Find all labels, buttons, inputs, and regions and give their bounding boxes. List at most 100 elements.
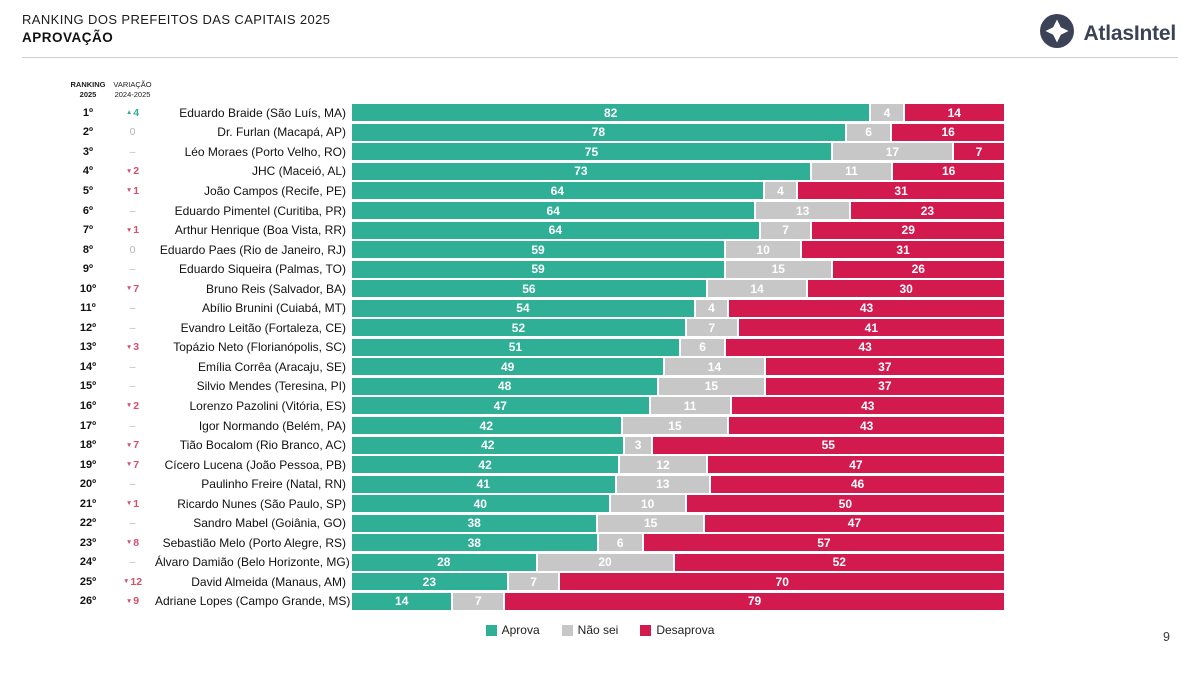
chart-row: 25º ▼12 David Almeida (Manaus, AM) 23 7 70 (66, 572, 1004, 592)
bar-value: 10 (640, 496, 655, 511)
bar-segment-desaprova: 43 (726, 299, 1004, 317)
bar-value: 6 (616, 535, 624, 550)
bar-value: 29 (901, 223, 915, 238)
rank-label: 17º (79, 419, 97, 432)
chart-row: 2º 0 Dr. Furlan (Macapá, AP) 78 6 16 (66, 123, 1004, 143)
bar-value: 42 (481, 438, 495, 453)
variation-indicator: ▼7 (125, 282, 140, 295)
mayor-name: Eduardo Pimentel (Curitiba, PR) (174, 203, 346, 218)
stacked-bar: 56 14 30 (352, 280, 1004, 298)
variation-indicator: – (129, 419, 136, 432)
bar-segment-nao_sei: 12 (618, 456, 706, 474)
legend-label: Não sei (577, 623, 619, 637)
chart-row: 23º ▼8 Sebastião Melo (Porto Alegre, RS) 38… (66, 533, 1004, 553)
mayor-name: Eduardo Siqueira (Palmas, TO) (179, 262, 346, 277)
mayor-name: Álvaro Damião (Belo Horizonte, MG) (155, 555, 350, 570)
bar-value: 13 (795, 203, 810, 218)
variation-indicator: ▼7 (125, 458, 140, 471)
stacked-bar: 64 7 29 (352, 221, 1004, 239)
chart-row: 22º – Sandro Mabel (Goiânia, GO) 38 15 47 (66, 513, 1004, 533)
mayor-name: Eduardo Braide (São Luís, MA) (179, 105, 346, 120)
chart-row: 7º ▼1 Arthur Henrique (Boa Vista, RR) 64 7 29 (66, 220, 1004, 240)
variation-indicator: ▼12 (122, 575, 143, 588)
bar-value: 59 (531, 242, 545, 257)
column-header-variation: VARIAÇÃO 2024-2025 (113, 80, 152, 99)
chart-row: 15º – Silvio Mendes (Teresina, PI) 48 15 37 (66, 377, 1004, 397)
bar-segment-nao_sei: 13 (614, 475, 709, 493)
rank-label: 26º (79, 595, 97, 608)
mayor-name: Paulinho Freire (Natal, RN) (201, 477, 346, 492)
rank-label: 20º (79, 478, 97, 491)
bar-value: 73 (574, 164, 588, 179)
variation-indicator: – (129, 556, 136, 569)
chart-legend: Aprova Não sei Desaprova (0, 623, 1200, 637)
bar-value: 49 (500, 359, 515, 374)
bar-segment-aprova: 28 (352, 553, 536, 571)
bar-segment-nao_sei: 7 (506, 573, 559, 591)
bar-value: 55 (821, 438, 835, 453)
mayor-name: Silvio Mendes (Teresina, PI) (196, 379, 346, 394)
bar-segment-desaprova: 14 (902, 104, 1004, 122)
bar-segment-aprova: 51 (352, 338, 679, 356)
chart-row: 21º ▼1 Ricardo Nunes (São Paulo, SP) 40 10 50 (66, 494, 1005, 514)
stacked-bar: 28 20 52 (352, 553, 1004, 571)
chart-row: 3º – Léo Moraes (Porto Velho, RO) 75 17 7 (66, 142, 1004, 162)
chart-row: 13º ▼3 Topázio Neto (Florianópolis, SC) 51 6… (66, 338, 1004, 358)
bar-value: 12 (656, 457, 670, 472)
bar-segment-aprova: 54 (352, 299, 694, 317)
bar-value: 47 (847, 516, 862, 531)
bar-segment-nao_sei: 4 (693, 299, 727, 317)
bar-segment-aprova: 73 (352, 162, 810, 180)
bar-segment-aprova: 47 (352, 397, 649, 415)
chart-row: 9º – Eduardo Siqueira (Palmas, TO) 59 15 26 (66, 259, 1004, 279)
bar-value: 57 (817, 535, 831, 550)
page-subtitle: APROVAÇÃO (22, 30, 114, 45)
stacked-bar: 42 15 43 (352, 417, 1004, 435)
bar-value: 10 (756, 242, 770, 257)
variation-indicator: ▼1 (125, 184, 140, 197)
bar-segment-aprova: 38 (352, 514, 597, 532)
chart-row: 8º 0 Eduardo Paes (Rio de Janeiro, RJ) 59 10… (66, 240, 1004, 260)
bar-segment-nao_sei: 14 (663, 358, 764, 376)
variation-indicator: – (129, 263, 136, 276)
bar-segment-aprova: 42 (352, 456, 619, 474)
bar-value: 38 (467, 516, 481, 531)
bar-value: 82 (603, 105, 618, 120)
page-title: RANKING DOS PREFEITOS DAS CAPITAIS 2025 (22, 12, 331, 27)
bar-segment-desaprova: 50 (684, 495, 1005, 513)
mayor-name: Eduardo Paes (Rio de Janeiro, RJ) (159, 242, 346, 257)
variation-indicator: ▼2 (125, 165, 140, 178)
bar-value: 15 (643, 516, 658, 531)
bar-segment-nao_sei: 15 (657, 377, 764, 395)
bar-segment-aprova: 75 (352, 143, 831, 161)
bar-value: 40 (473, 496, 487, 511)
bar-value: 48 (497, 379, 512, 394)
bar-value: 3 (634, 438, 642, 453)
rank-label: 13º (79, 341, 97, 354)
mayor-name: Adriane Lopes (Campo Grande, MS) (155, 594, 351, 609)
bar-segment-aprova: 23 (352, 573, 507, 591)
chart-row: 26º ▼9 Adriane Lopes (Campo Grande, MS) 14 7… (66, 592, 1004, 612)
bar-segment-desaprova: 16 (891, 162, 1005, 180)
bar-segment-desaprova: 31 (800, 241, 1004, 259)
mayor-name: Abílio Brunini (Cuiabá, MT) (201, 301, 346, 316)
mayor-name: Topázio Neto (Florianópolis, SC) (173, 340, 346, 355)
bar-segment-desaprova: 47 (705, 456, 1004, 474)
bar-segment-desaprova: 37 (763, 377, 1004, 395)
bar-segment-nao_sei: 7 (684, 319, 737, 337)
bar-value: 64 (546, 203, 560, 218)
bar-segment-nao_sei: 7 (758, 221, 811, 239)
bar-value: 75 (584, 144, 599, 159)
variation-indicator: ▼1 (125, 224, 140, 237)
legend-label: Aprova (501, 623, 540, 637)
title-block: RANKING DOS PREFEITOS DAS CAPITAIS 2025 … (22, 12, 330, 45)
stacked-bar: 73 11 16 (352, 162, 1005, 180)
bar-segment-aprova: 64 (352, 221, 759, 239)
rank-label: 9º (82, 263, 94, 276)
bar-value: 37 (878, 379, 892, 394)
bar-segment-aprova: 42 (352, 417, 621, 435)
variation-indicator: – (129, 517, 136, 530)
variation-indicator: – (129, 302, 136, 315)
header-divider (22, 57, 1178, 58)
variation-indicator: – (129, 360, 136, 373)
